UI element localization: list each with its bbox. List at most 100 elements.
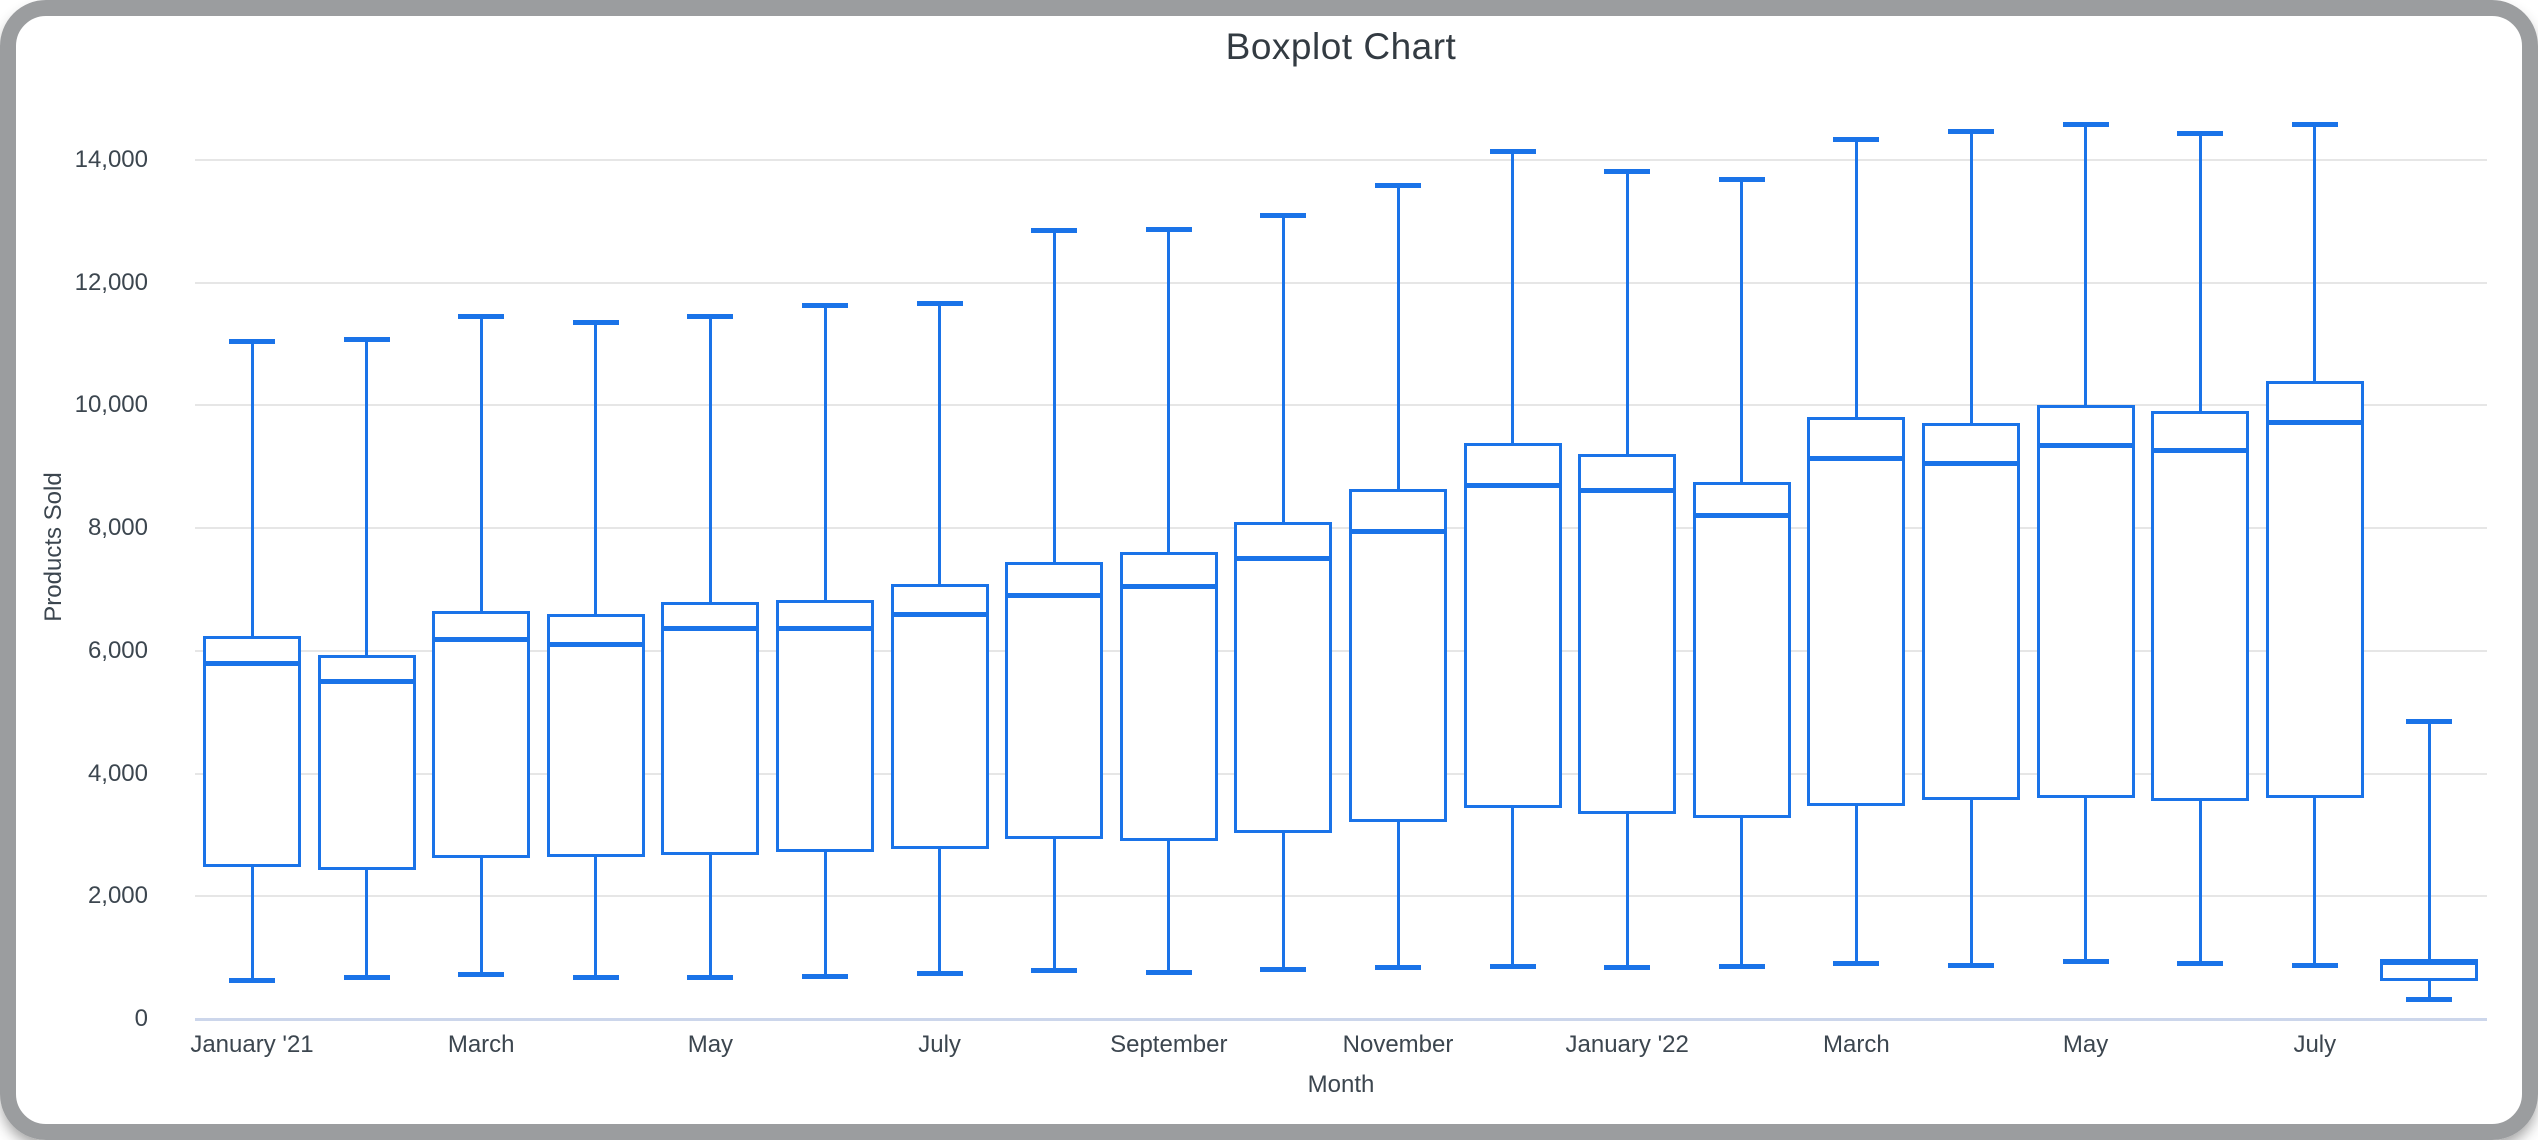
whisker-top-stem: [1167, 229, 1171, 554]
y-tick-label: 6,000: [87, 636, 148, 664]
boxplot-box[interactable]: [546, 319, 646, 980]
boxplot-box[interactable]: [2150, 131, 2250, 967]
box-rect: [432, 611, 531, 858]
box-rect: [546, 614, 645, 858]
boxplot-box[interactable]: [1233, 212, 1333, 972]
gridline: [195, 527, 2487, 530]
y-tick-label: 0: [134, 1005, 148, 1032]
whisker-top-stem: [2313, 124, 2317, 383]
whisker-top-stem: [938, 303, 942, 586]
whisker-bottom-stem: [1625, 812, 1629, 968]
whisker-bottom-stem: [250, 865, 254, 981]
whisker-bottom-stem: [594, 855, 598, 978]
whisker-bottom-cap: [1489, 963, 1536, 969]
whisker-bottom-cap: [2177, 961, 2224, 967]
gridline: [195, 772, 2487, 775]
whisker-bottom-cap: [1604, 964, 1651, 970]
y-tick-label: 12,000: [74, 268, 148, 296]
boxplot-box[interactable]: [2379, 718, 2479, 1003]
boxplot-box[interactable]: [660, 313, 760, 980]
whisker-top-stem: [823, 305, 827, 602]
whisker-top-stem: [479, 316, 483, 613]
box-rect: [1463, 443, 1562, 809]
whisker-bottom-cap: [1948, 963, 1994, 969]
median-line: [546, 641, 645, 647]
gridline: [195, 281, 2487, 284]
whisker-bottom-stem: [479, 856, 483, 975]
x-tick-label: January '22: [1565, 1031, 1689, 1058]
whisker-bottom-stem: [2084, 796, 2088, 962]
whisker-top-stem: [1625, 171, 1629, 456]
box-rect: [1119, 552, 1218, 842]
x-tick-label: May: [687, 1031, 734, 1058]
whisker-bottom-cap: [1031, 968, 1078, 974]
boxplot-box[interactable]: [2265, 121, 2365, 968]
box-rect: [1349, 489, 1447, 822]
whisker-bottom-cap: [2062, 959, 2109, 965]
x-tick-label: March: [447, 1031, 515, 1058]
boxplot-box[interactable]: [1463, 148, 1563, 969]
boxplot-box[interactable]: [1119, 226, 1219, 975]
boxplot-box[interactable]: [1921, 128, 2021, 969]
whisker-top-stem: [250, 341, 254, 638]
boxplot-box[interactable]: [1004, 228, 1104, 974]
whisker-top-stem: [1281, 215, 1285, 524]
box-rect: [317, 655, 416, 871]
whisker-bottom-cap: [1833, 961, 1880, 967]
whisker-bottom-cap: [1260, 966, 1307, 972]
boxplot-box[interactable]: [1577, 168, 1677, 970]
x-tick-label: January '21: [190, 1031, 314, 1058]
whisker-top-stem: [1854, 139, 1858, 419]
y-tick-label: 10,000: [74, 391, 148, 419]
whisker-bottom-stem: [1052, 837, 1056, 971]
whisker-bottom-stem: [1969, 798, 1973, 966]
boxplot-box[interactable]: [775, 302, 875, 980]
x-axis-line: [195, 1018, 2487, 1021]
whisker-bottom-cap: [687, 974, 734, 980]
x-axis-title: Month: [1307, 1071, 1375, 1098]
whisker-bottom-stem: [708, 853, 712, 978]
median-line: [2151, 447, 2250, 453]
y-tick-label: 4,000: [87, 759, 148, 787]
box-rect: [1807, 416, 1906, 806]
median-line: [776, 625, 874, 631]
boxplot-box[interactable]: [431, 313, 531, 978]
whisker-bottom-cap: [916, 970, 963, 976]
whisker-top-stem: [594, 322, 598, 616]
whisker-bottom-cap: [1375, 964, 1421, 970]
boxplot-box[interactable]: [1806, 137, 1906, 967]
median-line: [432, 637, 531, 643]
whisker-bottom-cap: [802, 974, 848, 980]
box-rect: [661, 602, 760, 856]
whisker-bottom-stem: [1167, 839, 1171, 973]
x-tick-label: May: [2062, 1031, 2109, 1058]
whisker-bottom-stem: [2198, 799, 2202, 964]
whisker-bottom-cap: [1145, 969, 1192, 975]
boxplot-box[interactable]: [202, 338, 302, 984]
whisker-bottom-stem: [1511, 806, 1515, 967]
y-tick-label: 2,000: [87, 882, 148, 910]
boxplot-box[interactable]: [1692, 177, 1792, 970]
whisker-bottom-stem: [1396, 820, 1400, 968]
whisker-top-stem: [708, 316, 712, 604]
whisker-bottom-stem: [1740, 816, 1744, 967]
boxplot-box[interactable]: [2036, 121, 2136, 965]
whisker-bottom-cap: [458, 972, 505, 978]
median-line: [317, 679, 416, 685]
box-rect: [1234, 522, 1333, 833]
gridline: [195, 404, 2487, 407]
whisker-top-stem: [1052, 230, 1056, 564]
boxplot-box[interactable]: [317, 336, 417, 980]
median-line: [1578, 487, 1677, 493]
boxplot-box[interactable]: [890, 301, 990, 977]
median-line: [2265, 419, 2364, 425]
median-line: [661, 625, 760, 631]
whisker-bottom-stem: [365, 868, 369, 978]
whisker-top-stem: [2084, 124, 2088, 407]
boxplot-box[interactable]: [1348, 182, 1448, 970]
whisker-bottom-stem: [823, 850, 827, 977]
median-line: [1463, 482, 1562, 488]
median-line: [1119, 583, 1218, 589]
median-line: [1349, 528, 1447, 534]
